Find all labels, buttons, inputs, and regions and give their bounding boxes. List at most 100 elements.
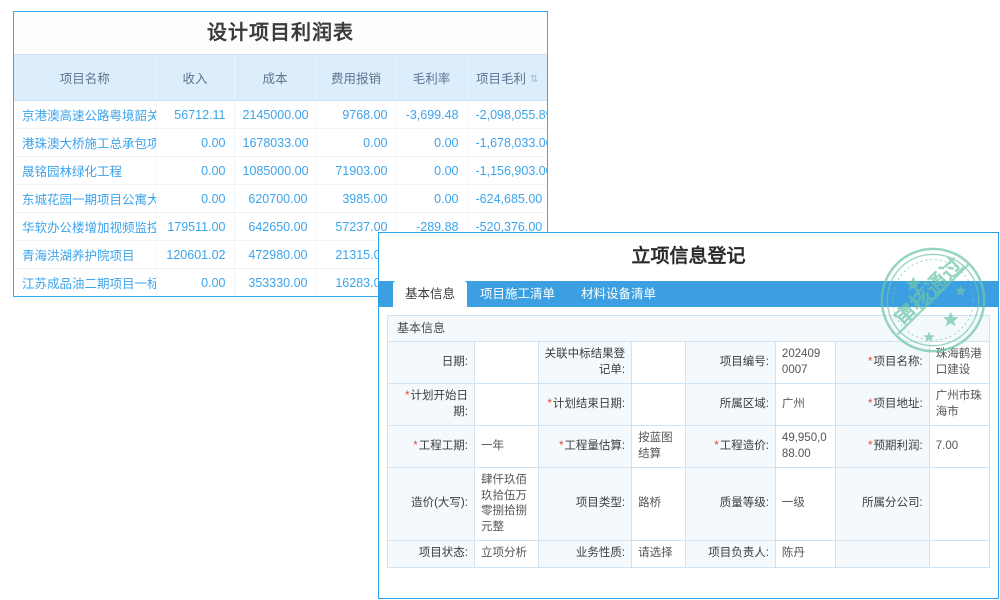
cell-expense: 9768.00 <box>315 100 396 129</box>
form-field-业务性质[interactable]: 请选择 <box>631 540 686 568</box>
cell-gross-rate: 0.00 <box>395 184 467 213</box>
basic-info-form-body: 日期: 关联中标结果登记单: 项目编号: 202409 0007 * 项目名称: 珠海鹤港口… <box>387 340 991 568</box>
cell-cost: 353330.00 <box>233 268 316 296</box>
tab-material-equipment-list[interactable]: 材料设备清单 <box>581 287 657 301</box>
cell-project-name[interactable]: 港珠澳大桥施工总承包项目 <box>14 128 156 157</box>
cell-income: 0.00 <box>155 156 234 185</box>
column-header-income[interactable]: 收入 <box>155 54 234 101</box>
cell-income: 0.00 <box>155 128 234 157</box>
table-row[interactable]: 东城花园一期项目公寓大堂0.00620700.003985.000.00-624… <box>14 184 547 213</box>
form-field-所属区域[interactable]: 广州 <box>774 383 837 427</box>
form-label-日期: 日期: <box>387 340 475 385</box>
form-label-计划开始日期: *计划开始日期: <box>387 383 475 427</box>
form-label-text: 计划开始日期: <box>410 390 468 418</box>
form-label-项目地址: *项目地址: <box>835 383 930 427</box>
cell-project-name[interactable]: 晟铭园林绿化工程 <box>14 156 156 185</box>
cell-project-name[interactable]: 重庆太极制药有限公司亳州 <box>14 297 156 298</box>
column-header-expense[interactable]: 费用报销 <box>315 54 396 101</box>
cell-project-name[interactable]: 华软办公楼增加视频监控项 <box>14 212 156 241</box>
cell-income: 44145.40 <box>156 297 234 298</box>
form-label-text: 工程工期: <box>418 439 468 452</box>
column-header-cost[interactable]: 成本 <box>233 54 316 101</box>
form-label-text: 日期: <box>441 355 468 368</box>
cell-income: 179511.00 <box>155 212 234 241</box>
form-row: 造价(大写): 肆仟玖佰玖拾伍万零捌拾捌元整 项目类型: 路桥 质量等级: 一级 所属分公司… <box>387 467 991 542</box>
form-label-text: 项目名称: <box>873 355 923 368</box>
form-field-关联中标结果登记单[interactable] <box>631 340 686 385</box>
form-label-text: 工程造价: <box>719 439 769 452</box>
cell-project-name[interactable]: 东城花园一期项目公寓大堂 <box>14 184 156 213</box>
form-row: *工程工期: 一年 *工程量估算: 按蓝图结算 *工程造价: 49,950,088.00 *… <box>387 425 991 469</box>
sort-ascending-icon[interactable]: ⇅ <box>530 74 539 85</box>
cell-income: 56712.11 <box>155 100 234 129</box>
form-field-计划开始日期[interactable] <box>473 383 539 427</box>
column-header-gross-rate[interactable]: 毛利率 <box>395 54 467 101</box>
registration-tab-bar: 基本信息 项目施工清单 材料设备清单 <box>379 281 998 307</box>
cell-project-name[interactable]: 江苏成品油二期项目一标段 <box>14 268 156 296</box>
form-label-text: 项目地址: <box>873 397 923 410</box>
profit-report-title: 设计项目利润表 <box>14 12 547 54</box>
form-field-日期[interactable] <box>473 340 539 385</box>
form-field-造价大写[interactable]: 肆仟玖佰玖拾伍万零捌拾捌元整 <box>473 467 539 542</box>
cell-cost: 1678033.00 <box>233 128 316 157</box>
column-header-label: 项目名称 <box>59 72 110 86</box>
form-label-工程量估算: *工程量估算: <box>537 425 633 469</box>
column-header-project-name[interactable]: 项目名称 <box>14 54 156 101</box>
form-label-text: 质量等级: <box>719 497 769 510</box>
form-label-所属分公司: 所属分公司: <box>835 467 930 542</box>
table-row[interactable]: 港珠澳大桥施工总承包项目0.001678033.000.000.00-1,678… <box>14 128 547 157</box>
form-row: 日期: 关联中标结果登记单: 项目编号: 202409 0007 *项目名称: 珠海鹤港口… <box>387 340 991 385</box>
cell-project-name[interactable]: 京港澳高速公路粤境韶关至 <box>14 100 156 129</box>
form-label-text: 造价(大写): <box>411 497 468 510</box>
column-header-label: 费用报销 <box>330 72 381 86</box>
registration-body: 基本信息 日期: 关联中标结果登记单: 项目编号: 202409 0007 *项目名称:… <box>379 307 998 568</box>
form-field-质量等级[interactable]: 一级 <box>774 467 837 542</box>
column-header-gross-profit[interactable]: 项目毛利 ⇅ <box>466 54 547 101</box>
cell-project-name[interactable]: 青海洪湖养护院项目 <box>14 240 156 269</box>
form-label-text: 工程量估算: <box>564 439 626 452</box>
form-label-项目负责人: 项目负责人: <box>684 540 776 568</box>
form-label-关联中标结果登记单: 关联中标结果登记单: <box>537 340 633 385</box>
required-marker-icon: * <box>714 439 719 452</box>
required-marker-icon: * <box>868 397 873 410</box>
form-field-empty[interactable] <box>928 540 991 568</box>
tab-construction-list[interactable]: 项目施工清单 <box>480 287 556 301</box>
cell-income: 0.00 <box>155 268 234 296</box>
basic-info-form-table: 日期: 关联中标结果登记单: 项目编号: 202409 0007 * 项目名称: 珠海鹤港口… <box>387 340 991 568</box>
form-label-text: 关联中标结果登记单: <box>544 348 626 376</box>
form-row: *计划开始日期: *计划结束日期: 所属区域: 广州 *项目地址: 广州市珠海市 <box>387 383 991 427</box>
form-label-text: 项目类型: <box>575 497 626 510</box>
form-field-项目地址[interactable]: 广州市珠海市 <box>928 383 991 427</box>
tab-basic-info[interactable]: 基本信息 <box>393 281 468 307</box>
form-label-empty <box>835 540 930 568</box>
form-field-项目编号[interactable]: 202409 0007 <box>774 340 837 385</box>
table-row[interactable]: 京港澳高速公路粤境韶关至56712.112145000.009768.00-3,… <box>14 100 547 129</box>
profit-report-table: 项目名称 收入 成本 费用报销 毛利率 项目毛利⇅ 京港澳高速公路粤境韶关至56… <box>14 54 547 298</box>
form-label-所属区域: 所属区域: <box>684 383 776 427</box>
registration-title: 立项信息登记 <box>631 246 746 267</box>
form-field-工程工期[interactable]: 一年 <box>473 425 539 469</box>
cell-cost: 642650.00 <box>233 212 316 241</box>
form-label-text: 项目负责人: <box>708 547 769 560</box>
form-field-项目状态[interactable]: 立项分析 <box>473 540 539 568</box>
form-field-项目负责人[interactable]: 陈丹 <box>774 540 837 568</box>
column-header-label: 成本 <box>262 72 288 86</box>
column-header-label: 项目毛利 <box>476 72 527 86</box>
table-row[interactable]: 华软办公楼增加视频监控项179511.00642650.0057237.00-2… <box>14 212 547 241</box>
form-field-预期利润[interactable]: 7.00 <box>928 425 991 469</box>
form-field-项目类型[interactable]: 路桥 <box>631 467 686 542</box>
form-field-所属分公司[interactable] <box>928 467 991 542</box>
form-label-造价大写: 造价(大写): <box>387 467 475 542</box>
form-label-质量等级: 质量等级: <box>684 467 776 542</box>
table-row[interactable]: 晟铭园林绿化工程 0.00 1085000.00 71903.00 0.00 -1,156… <box>14 156 547 185</box>
form-label-text: 项目编号: <box>719 355 769 368</box>
form-label-业务性质: 业务性质: <box>537 540 633 568</box>
form-field-工程造价[interactable]: 49,950,088.00 <box>774 425 837 469</box>
cell-expense: 71903.00 <box>315 156 396 185</box>
cell-gross-rate: 0.00 <box>395 128 467 157</box>
form-field-工程量估算[interactable]: 按蓝图结算 <box>631 425 686 469</box>
form-field-计划结束日期[interactable] <box>631 383 686 427</box>
required-marker-icon: * <box>558 439 564 452</box>
cell-cost: 472980.00 <box>233 240 316 269</box>
form-field-项目名称[interactable]: 珠海鹤港口建设 <box>928 340 991 385</box>
